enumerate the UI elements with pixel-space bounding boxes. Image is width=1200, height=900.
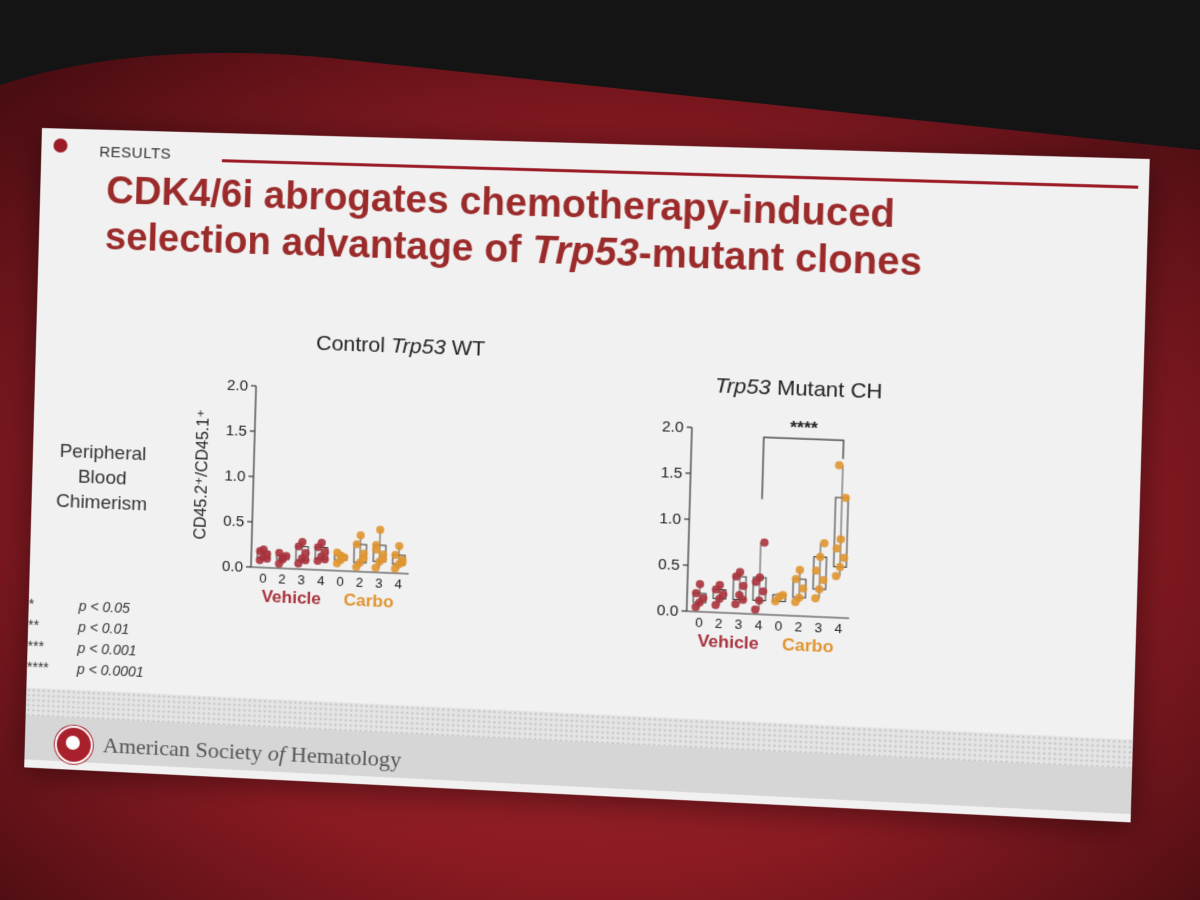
y-tick-label: 2.0 [662, 418, 684, 436]
data-point [357, 531, 365, 539]
sig-stars: * [29, 596, 69, 614]
y-tick-label: 0.0 [222, 558, 244, 576]
sig-p-value: p < 0.001 [77, 640, 136, 659]
data-point [816, 553, 825, 562]
group-label: Carbo [782, 635, 834, 657]
data-point [796, 566, 805, 575]
data-point [395, 542, 403, 550]
panel-title-mutant: Trp53 Mutant CH [715, 374, 883, 405]
sig-p-value: p < 0.0001 [77, 661, 144, 680]
data-point [836, 563, 845, 572]
y-tick-label: 0.5 [223, 513, 245, 531]
sig-p-value: p < 0.05 [78, 598, 130, 616]
data-point [751, 605, 760, 614]
side-label-line: Chimerism [41, 488, 162, 518]
panel-title-gene: Trp53 [391, 334, 446, 359]
data-point [815, 585, 824, 594]
panel-title-part: Control [316, 332, 392, 358]
x-tick-label: 4 [754, 617, 762, 633]
significance-legend-item: *** p < 0.001 [28, 638, 188, 645]
x-tick-label: 2 [355, 575, 363, 590]
x-tick-label: 2 [715, 615, 723, 631]
data-point [836, 535, 845, 544]
x-tick-label: 4 [834, 621, 842, 637]
x-tick-label: 0 [336, 574, 344, 589]
bullet-dot-icon [53, 138, 67, 152]
data-point [811, 594, 820, 603]
y-tick-label: 2.0 [227, 377, 249, 395]
x-tick-label: 3 [375, 575, 383, 590]
significance-legend-item: **** p < 0.0001 [27, 659, 187, 666]
data-point [832, 572, 841, 581]
x-tick-label: 2 [794, 619, 802, 635]
presentation-slide: RESULTS CDK4/6i abrogates chemotherapy-i… [24, 128, 1150, 822]
panel-title-control: Control Trp53 WT [316, 332, 486, 362]
x-tick-label: 0 [259, 570, 267, 585]
panel-title-gene: Trp53 [715, 374, 771, 400]
significance-legend-item: * p < 0.05 [29, 596, 189, 603]
x-tick-label: 3 [298, 572, 306, 587]
title-text-end: -mutant clones [638, 232, 923, 284]
footer-text-part: Hematology [285, 741, 402, 772]
x-tick-label: 4 [394, 576, 402, 592]
sig-stars: *** [27, 638, 67, 656]
y-tick-label: 0.0 [656, 602, 678, 620]
data-point [760, 538, 769, 547]
significance-bracket [762, 437, 844, 502]
side-label: Peripheral Blood Chimerism [41, 438, 163, 518]
x-tick-label: 0 [695, 615, 703, 631]
x-axis [687, 611, 849, 618]
side-label-line: Peripheral [43, 438, 164, 468]
panel-title-part: WT [445, 336, 485, 361]
significance-stars: **** [790, 418, 819, 439]
x-tick-label: 3 [735, 616, 743, 632]
x-tick-label: 4 [317, 573, 325, 588]
y-tick-label: 1.5 [660, 464, 682, 482]
y-axis-label: CD45.2⁺/CD45.1⁺ [192, 409, 213, 540]
panel-title-part: Mutant CH [770, 376, 882, 404]
group-label: Carbo [343, 590, 394, 611]
data-point [755, 596, 764, 605]
significance-legend-item: ** p < 0.01 [28, 617, 188, 624]
title-gene: Trp53 [532, 229, 640, 275]
data-point [820, 539, 829, 548]
group-label: Vehicle [697, 631, 759, 653]
title-text: selection advantage of [104, 216, 532, 272]
x-tick-label: 0 [774, 618, 782, 634]
x-tick-label: 2 [278, 571, 286, 586]
y-tick-label: 1.0 [659, 510, 681, 528]
y-tick-label: 1.5 [225, 422, 247, 440]
data-point [835, 461, 844, 470]
chart-control-wt: CD45.2⁺/CD45.1⁺0.00.51.01.52.00 2 3 4 0 2 3 4Ve… [178, 363, 491, 658]
chart-mutant-ch: 0.00.51.01.52.00 2 3 4 0 2 3 4Vehicle Carbo**** [612, 404, 935, 704]
sig-p-value: p < 0.01 [78, 619, 130, 637]
y-tick-label: 1.0 [224, 467, 246, 485]
x-axis [251, 567, 409, 574]
sig-stars: ** [28, 617, 68, 635]
data-point [376, 526, 384, 534]
y-tick-label: 0.5 [658, 556, 680, 574]
data-point [731, 600, 740, 609]
section-label: RESULTS [99, 144, 171, 163]
x-tick-label: 3 [814, 620, 822, 636]
footer-text-of: of [267, 740, 285, 766]
group-label: Vehicle [261, 587, 321, 609]
sig-stars: **** [27, 659, 67, 677]
data-point [696, 580, 705, 589]
